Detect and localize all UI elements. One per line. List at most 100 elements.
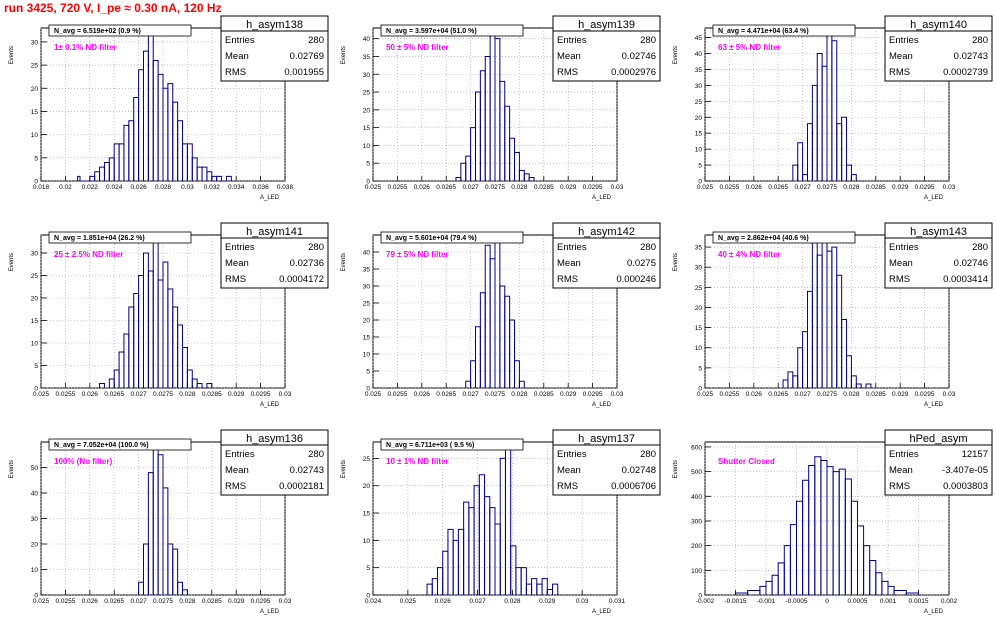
y-tick-label: 15 (695, 325, 703, 332)
x-tick-label: 0.0285 (534, 391, 554, 398)
y-tick-label: 10 (31, 567, 39, 574)
x-tick-label: 0.03 (279, 598, 292, 605)
navg-box (380, 24, 524, 37)
y-tick-label: 10 (31, 341, 39, 348)
x-tick-label: 0.029 (228, 598, 245, 605)
stats-rms-label: RMS (225, 481, 246, 492)
y-tick-label: 0 (698, 386, 702, 393)
y-tick-label: 5 (34, 363, 38, 370)
y-tick-label: 20 (363, 107, 371, 114)
x-tick-label: 0.0255 (387, 184, 407, 191)
stats-rms-value: 0.0003803 (943, 481, 988, 492)
x-tick-label: 0.028 (511, 391, 528, 398)
histogram-bin (196, 383, 203, 388)
x-tick-label: 0.018 (33, 184, 50, 191)
stats-entries-label: Entries (889, 35, 919, 46)
histogram-bin (206, 383, 213, 388)
y-tick-label: 15 (31, 318, 39, 325)
histogram-bin (162, 487, 169, 595)
filter-annotation: 100% (No filter) (54, 457, 113, 466)
stats-rms-label: RMS (557, 67, 578, 78)
histogram-name: hPed_asym (909, 433, 967, 445)
stats-rms-label: RMS (557, 274, 578, 285)
x-tick-label: 0.0275 (153, 391, 173, 398)
histogram-name: h_asym143 (910, 226, 967, 238)
x-tick-label: 0.0295 (583, 391, 603, 398)
x-tick-label: -0.0005 (785, 598, 807, 605)
x-tick-label: 0.02 (59, 184, 72, 191)
x-tick-label: 0.026 (746, 184, 763, 191)
x-tick-label: 0.0285 (534, 184, 554, 191)
x-tick-label: 0.025 (365, 391, 382, 398)
x-tick-label: 0.0275 (817, 391, 837, 398)
x-axis-title: A_LED (924, 402, 944, 408)
stats-mean-value: 0.02746 (622, 51, 656, 62)
x-tick-label: 0 (825, 598, 829, 605)
x-tick-label: 0.026 (414, 391, 431, 398)
x-tick-label: 0.03 (181, 184, 194, 191)
navg-box (380, 438, 524, 451)
x-tick-label: 0.029 (560, 184, 577, 191)
x-tick-label: 0.0275 (817, 184, 837, 191)
histogram-bin (855, 383, 862, 388)
y-tick-label: 100 (691, 568, 702, 575)
histogram-panel-h_asym141: 0.025 0.0255 0.026 0.0265 0.027 0.0275 0.028 0.… (0, 207, 332, 419)
x-tick-label: 0.0295 (583, 184, 603, 191)
x-tick-label: 0.0255 (719, 184, 739, 191)
x-tick-label: 0.0275 (153, 598, 173, 605)
x-axis-title: A_LED (592, 195, 612, 201)
y-tick-label: 50 (31, 465, 39, 472)
y-tick-label: 200 (691, 543, 702, 550)
filter-annotation: 25 ± 2.5% ND filter (54, 250, 123, 259)
histogram-panel-h_asym139: 0.025 0.0255 0.026 0.0265 0.027 0.0275 0.028 0.… (332, 0, 664, 212)
navg-label: N_avg = 5.601e+04 (79.4 %) (386, 235, 477, 242)
filter-annotation: 40 ± 4% ND filter (718, 250, 781, 259)
y-tick-label: 0 (34, 179, 38, 186)
x-tick-label: 0.026 (82, 391, 99, 398)
x-tick-label: 0.025 (697, 184, 714, 191)
y-tick-label: 0 (366, 386, 370, 393)
y-tick-label: 35 (695, 245, 703, 252)
histogram-bin (841, 319, 848, 388)
x-tick-label: 0.0295 (915, 391, 935, 398)
x-tick-label: 0.026 (746, 391, 763, 398)
filter-annotation: 1± 0.1% ND filter (54, 43, 117, 52)
y-tick-label: 35 (695, 67, 703, 74)
stats-entries-value: 280 (640, 242, 656, 253)
stats-entries-label: Entries (225, 242, 255, 253)
stats-rms-value: 0.0004172 (279, 274, 324, 285)
y-tick-label: 25 (363, 456, 371, 463)
y-tick-label: 20 (695, 115, 703, 122)
x-axis-title: A_LED (924, 609, 944, 615)
x-axis-title: A_LED (260, 609, 280, 615)
y-axis-title: Events (9, 46, 15, 64)
stats-box (884, 429, 993, 496)
histogram-bin (225, 175, 232, 181)
y-axis-title: Events (341, 46, 347, 64)
y-tick-label: 35 (363, 54, 371, 61)
histogram-bin (831, 40, 838, 181)
y-tick-label: 20 (31, 542, 39, 549)
stats-mean-label: Mean (557, 258, 581, 269)
x-tick-label: 0.027 (469, 598, 486, 605)
stats-mean-value: 0.02736 (290, 258, 324, 269)
x-tick-label: 0.03 (943, 391, 956, 398)
stats-entries-value: 280 (640, 449, 656, 460)
y-axis-title: Events (673, 46, 679, 64)
histogram-bin (528, 176, 535, 181)
histogram-bin (846, 164, 852, 181)
y-tick-label: 35 (363, 267, 371, 274)
x-tick-label: 0.026 (82, 598, 99, 605)
histogram-name: h_asym140 (910, 19, 967, 31)
y-tick-label: 0 (34, 593, 38, 600)
filter-annotation: 10 ± 1% ND filter (386, 457, 449, 466)
stats-entries-value: 280 (972, 242, 988, 253)
navg-label: N_avg = 6.519e+02 (0.9 %) (54, 28, 141, 35)
x-tick-label: 0.03 (279, 391, 292, 398)
stats-mean-value: 0.02769 (290, 51, 324, 62)
histogram-name: h_asym142 (578, 226, 635, 238)
x-tick-label: 0.031 (609, 598, 626, 605)
x-tick-label: 0.029 (539, 598, 556, 605)
y-tick-label: 25 (363, 90, 371, 97)
histogram-bin (905, 592, 919, 595)
